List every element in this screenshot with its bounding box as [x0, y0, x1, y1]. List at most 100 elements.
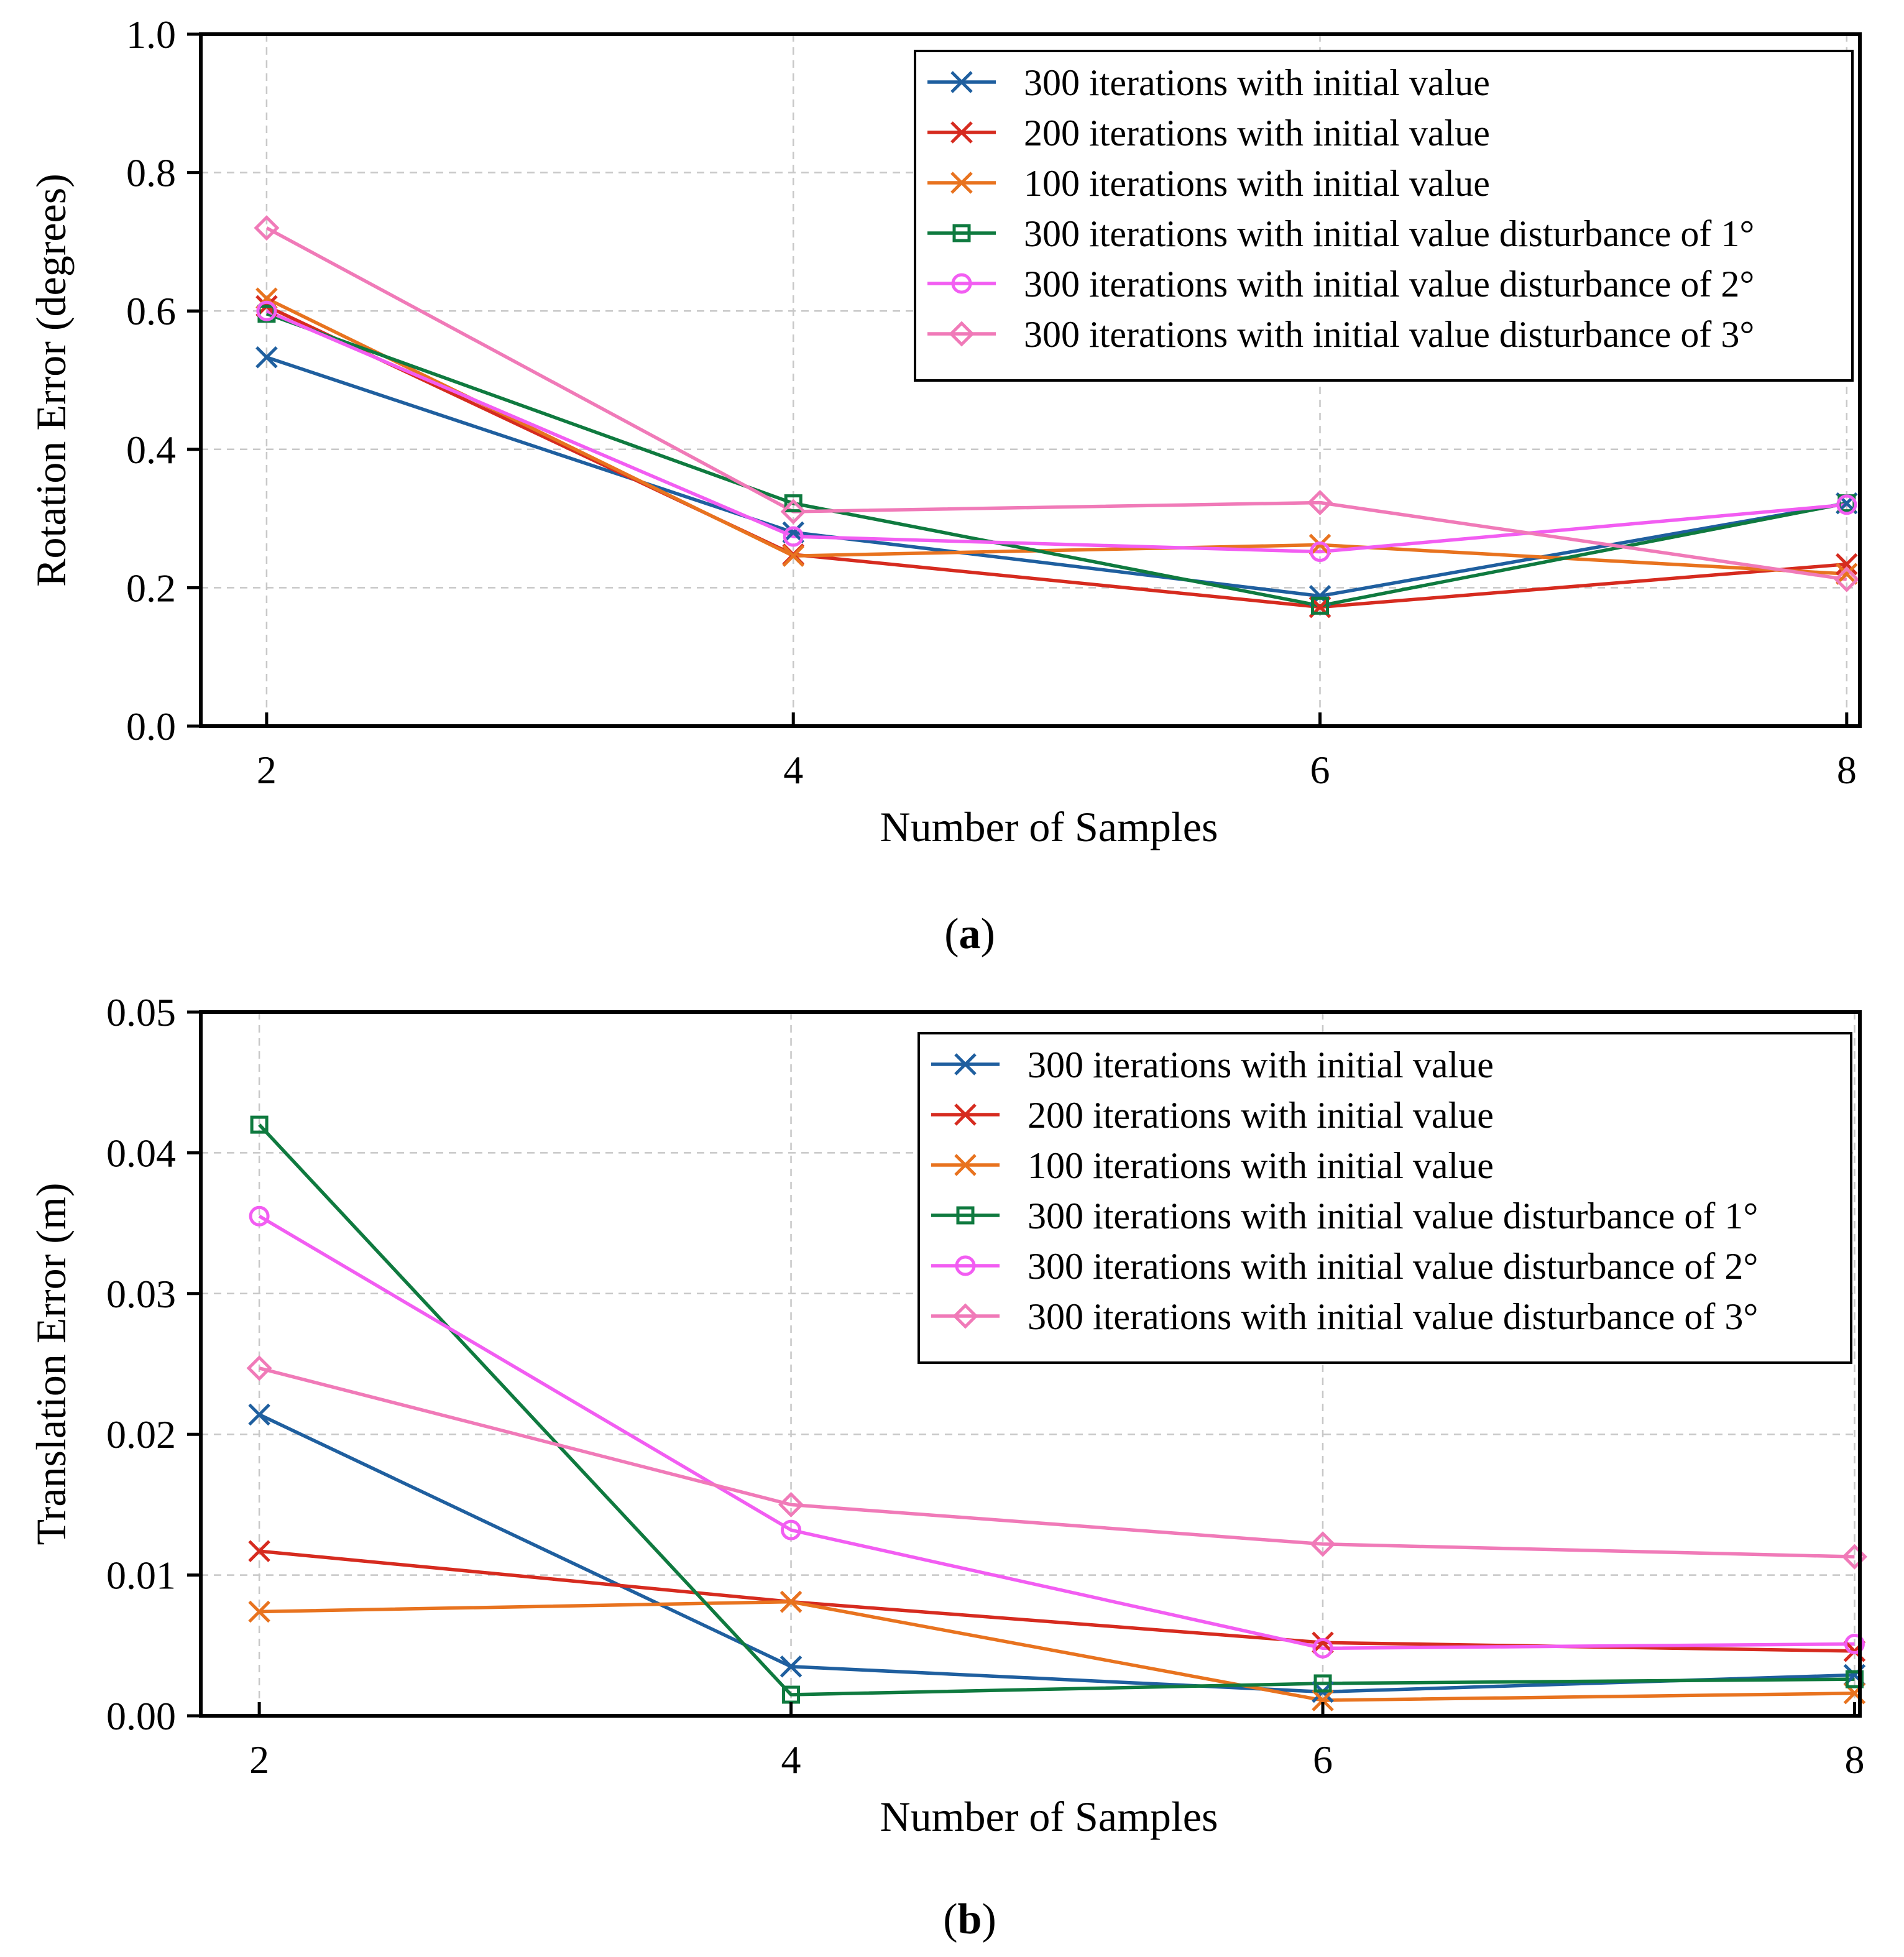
- data-point-3-2: [782, 545, 804, 567]
- series-line-1: [258, 1413, 1855, 1694]
- legend-swatch-marker: [950, 121, 973, 144]
- data-point-2-3: [1312, 1631, 1334, 1654]
- legend-box: [918, 1032, 1852, 1364]
- data-point-6-1: [246, 1355, 272, 1381]
- data-point-4-3: [1311, 596, 1330, 615]
- legend-label: 100 iterations with initial value: [1024, 163, 1490, 204]
- data-point-1-1: [255, 346, 278, 369]
- legend-label: 300 iterations with initial value: [1024, 62, 1490, 103]
- series-line-6: [265, 226, 1847, 581]
- data-point-5-3: [1312, 1637, 1333, 1659]
- series-line-5: [265, 309, 1847, 554]
- legend-label: 300 iterations with initial value distur…: [1028, 1195, 1758, 1236]
- series-line-6: [259, 1366, 1855, 1559]
- data-point-3-3: [1308, 533, 1331, 556]
- legend-swatch-marker: [951, 273, 972, 294]
- data-point-5-3: [1310, 541, 1331, 563]
- y-tick-label: 0.05: [106, 990, 176, 1034]
- x-ticks-a: 2 4 6 8: [257, 712, 1857, 792]
- x-tick-label: 6: [1313, 1738, 1333, 1782]
- y-axis-label-a: Rotation Error (degrees): [27, 173, 75, 587]
- y-tick-label: 0.04: [106, 1131, 176, 1175]
- x-tick-label: 2: [249, 1738, 269, 1782]
- legend-label: 300 iterations with initial value distur…: [1028, 1296, 1758, 1337]
- legend-swatch-marker: [950, 172, 973, 194]
- x-tick-label: 4: [781, 1738, 801, 1782]
- data-point-1-1: [248, 1403, 270, 1426]
- legend-swatch-marker: [954, 1053, 977, 1075]
- panel-letter: a: [959, 910, 981, 958]
- series-line-5: [258, 1214, 1855, 1651]
- legend-label: 300 iterations with initial value distur…: [1024, 213, 1754, 254]
- series-lines-b: [258, 1123, 1855, 1702]
- y-tick-label: 0.8: [126, 151, 176, 195]
- data-point-6-1: [254, 215, 280, 241]
- x-tick-label: 6: [1310, 748, 1330, 792]
- chart-panel-b: 0.00 0.01 0.02 0.03 0.04 0.05 2 4 6 8 Translatio…: [27, 990, 1867, 1943]
- panel-caption-a: (a): [944, 910, 995, 958]
- x-tick-label: 4: [783, 748, 803, 792]
- legend-label: 100 iterations with initial value: [1028, 1145, 1494, 1186]
- y-tick-label: 0.03: [106, 1272, 176, 1316]
- y-tick-label: 1.0: [126, 12, 176, 57]
- legend-label: 200 iterations with initial value: [1028, 1095, 1494, 1136]
- data-point-6-3: [1307, 489, 1333, 516]
- x-tick-label: 8: [1844, 1738, 1864, 1782]
- data-point-6-2: [778, 1491, 804, 1517]
- data-point-2-1: [248, 1540, 270, 1562]
- series-markers-a: [254, 215, 1860, 619]
- data-point-6-3: [1310, 1531, 1336, 1557]
- data-point-4-3: [1313, 1674, 1332, 1693]
- legend-label: 300 iterations with initial value distur…: [1028, 1246, 1758, 1287]
- data-point-5-1: [256, 300, 277, 321]
- chart-panel-a: 0.0 0.2 0.4 0.6 0.8 1.0 2 4 6 8 Rotation Error (…: [27, 12, 1862, 958]
- series-line-4: [258, 1123, 1855, 1697]
- panel-caption-b: (b): [943, 1895, 996, 1943]
- x-axis-label-a: Number of Samples: [880, 803, 1218, 850]
- legend-label: 200 iterations with initial value: [1024, 113, 1490, 154]
- series-line-4: [265, 312, 1847, 608]
- series-line-3: [259, 1600, 1855, 1702]
- x-tick-label: 8: [1837, 748, 1857, 792]
- legend-box: [914, 50, 1854, 382]
- data-point-4-4: [1845, 1670, 1864, 1688]
- data-point-3-3: [1312, 1689, 1334, 1711]
- series-markers-b: [246, 1115, 1867, 1711]
- legend-swatch-marker: [950, 71, 973, 93]
- y-tick-label: 0.0: [126, 704, 176, 748]
- data-point-5-4: [1844, 1634, 1865, 1655]
- data-point-3-4: [1836, 563, 1858, 585]
- y-tick-label: 0.4: [126, 428, 176, 472]
- y-tick-label: 0.2: [126, 566, 176, 610]
- legend-swatch-marker: [949, 321, 975, 347]
- y-tick-label: 0.02: [106, 1412, 176, 1457]
- data-point-1-2: [782, 521, 804, 544]
- legend-a: 300 iterations with initial value 200 ite…: [914, 50, 1854, 382]
- y-tick-label: 0.01: [106, 1554, 176, 1598]
- series-line-2: [265, 304, 1847, 609]
- legend-swatch-marker: [952, 224, 971, 242]
- series-line-1: [266, 356, 1847, 598]
- data-point-1-2: [780, 1655, 803, 1678]
- series-lines-a: [265, 226, 1847, 609]
- legend-label: 300 iterations with initial value: [1028, 1044, 1494, 1085]
- data-point-3-2: [780, 1590, 803, 1613]
- data-point-6-4: [1834, 566, 1860, 592]
- legend-swatch-marker: [952, 1303, 978, 1329]
- y-ticks-b: 0.00 0.01 0.02 0.03 0.04 0.05: [106, 990, 201, 1738]
- series-line-3: [265, 297, 1847, 576]
- legend-swatch-marker: [954, 1154, 977, 1176]
- x-ticks-b: 2 4 6 8: [249, 1702, 1864, 1782]
- legend-swatch-marker: [955, 1255, 976, 1276]
- data-point-3-1: [248, 1600, 270, 1623]
- plot-frame-b: [199, 1010, 1862, 1718]
- series-line-2: [259, 1549, 1855, 1653]
- data-point-4-2: [784, 494, 803, 513]
- data-point-2-4: [1836, 553, 1858, 576]
- x-axis-label-b: Number of Samples: [880, 1793, 1218, 1840]
- data-point-4-1: [250, 1115, 269, 1134]
- legend-b: 300 iterations with initial value 200 ite…: [918, 1032, 1852, 1364]
- data-point-5-4: [1836, 494, 1857, 515]
- data-point-5-1: [249, 1205, 270, 1227]
